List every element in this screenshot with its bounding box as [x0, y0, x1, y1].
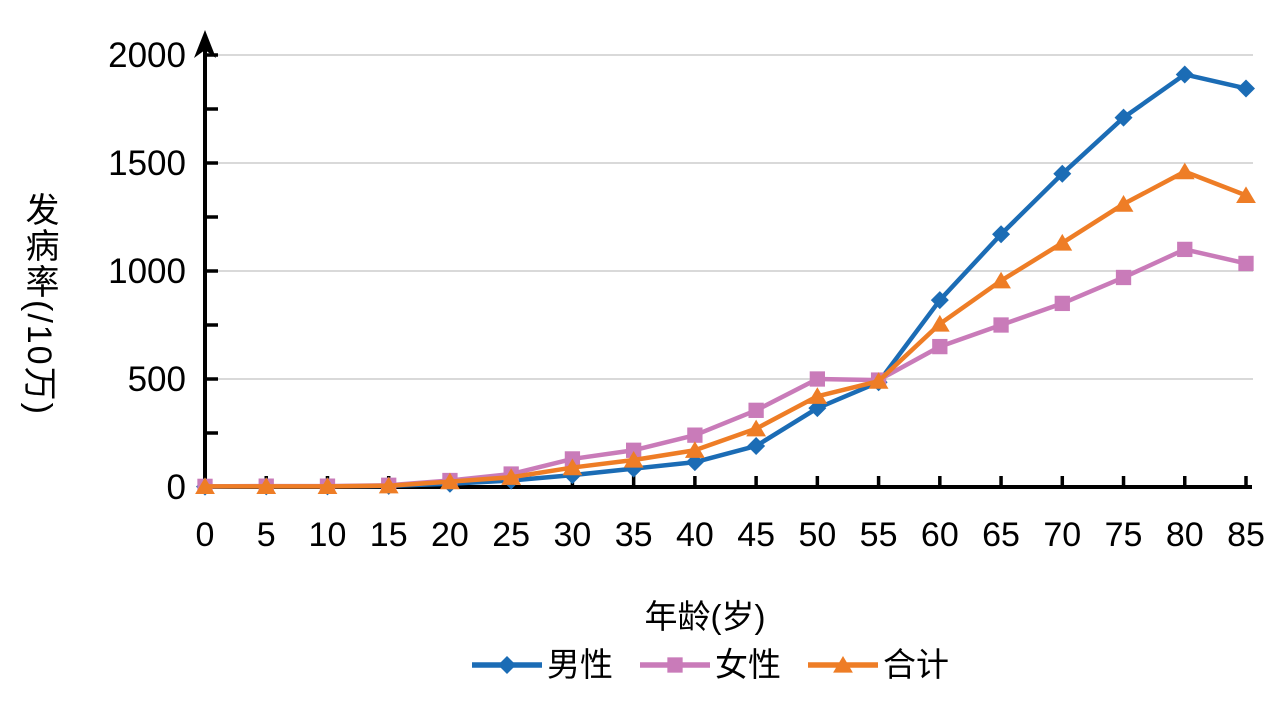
data-point-female	[1177, 241, 1193, 258]
data-point-male	[992, 225, 1011, 244]
data-point-male	[1053, 164, 1072, 183]
x-tick-label: 20	[431, 516, 469, 554]
x-tick-label: 50	[798, 516, 836, 554]
data-point-total	[868, 372, 889, 389]
data-point-total	[1174, 162, 1195, 180]
y-axis-title-unit: (/10万)	[20, 300, 58, 416]
x-tick-label: 45	[737, 516, 775, 554]
x-tick-label: 25	[492, 516, 530, 554]
data-point-male	[1237, 79, 1255, 98]
y-tick-label: 1500	[108, 144, 186, 183]
data-point-total	[1113, 195, 1134, 212]
series-line-total	[202, 169, 1249, 489]
x-tick-label: 70	[1043, 516, 1081, 554]
data-point-total	[317, 477, 338, 495]
data-point-total	[501, 468, 522, 485]
x-tick-label: 55	[860, 516, 898, 554]
y-axis-title-text: 发病率	[20, 192, 58, 300]
data-point-female	[932, 338, 948, 355]
y-tick-label: 2000	[108, 36, 186, 75]
x-tick-label: 65	[982, 516, 1020, 554]
legend-item-female: 女性	[639, 648, 781, 681]
data-point-female	[687, 427, 703, 443]
data-point-female	[1238, 255, 1254, 272]
data-point-female	[809, 371, 826, 387]
legend-item-male: 男性	[471, 648, 613, 681]
series-total	[195, 162, 1256, 495]
data-point-total	[440, 472, 460, 490]
data-point-male	[930, 291, 949, 310]
data-point-female	[1115, 269, 1132, 286]
data-point-female	[748, 402, 764, 418]
y-axis-arrow-icon	[194, 30, 216, 58]
data-point-total	[991, 271, 1011, 289]
x-tick-label: 75	[1105, 516, 1143, 554]
data-point-total	[684, 441, 705, 458]
data-point-female	[1054, 295, 1070, 312]
y-tick-label: 1000	[108, 252, 186, 291]
data-point-total	[378, 476, 399, 494]
x-tick-label: 30	[553, 516, 591, 554]
tick-labels: 0 500 1000 1500 2000 0 5 10 15 20 25 30 35 40 45 50 55 60…	[108, 36, 1265, 554]
legend-label-total: 合计	[883, 646, 949, 683]
y-axis-title: 发病率(/10万)	[20, 192, 58, 432]
data-point-total	[746, 419, 767, 437]
y-tick-label: 0	[167, 468, 186, 507]
x-tick-label: 15	[370, 516, 408, 554]
data-point-male	[1175, 65, 1194, 84]
x-tick-label: 40	[676, 516, 714, 554]
data-point-total	[195, 477, 215, 495]
x-tick-label: 5	[257, 516, 276, 554]
data-point-total	[1052, 233, 1073, 251]
data-point-total	[1236, 186, 1256, 204]
data-point-female	[993, 317, 1009, 333]
x-tick-label: 0	[196, 516, 215, 554]
data-point-total	[256, 477, 277, 495]
triangle-marker-icon	[833, 655, 853, 673]
axes	[194, 30, 1252, 489]
data-point-total	[929, 314, 950, 332]
male-series-marker-icon	[472, 655, 542, 674]
square-marker-icon	[667, 656, 683, 673]
legend-item-total: 合计	[807, 648, 949, 681]
data-point-total	[623, 451, 644, 468]
diamond-marker-icon	[498, 655, 516, 674]
x-tick-label: 35	[615, 516, 653, 554]
data-point-male	[747, 436, 766, 455]
data-point-total	[807, 387, 828, 404]
y-tick-label: 500	[128, 360, 186, 399]
total-series-marker-icon	[808, 655, 878, 673]
x-tick-label: 10	[309, 516, 347, 554]
legend: 男性 女性 合计	[0, 648, 1280, 681]
series-male	[196, 65, 1255, 496]
x-axis-title: 年龄(岁)	[644, 598, 766, 635]
female-series-marker-icon	[640, 656, 710, 673]
x-tick-label: 85	[1227, 516, 1265, 554]
data-point-female	[625, 442, 642, 458]
data-point-total	[562, 458, 583, 476]
legend-label-female: 女性	[715, 646, 781, 683]
x-tick-label: 60	[921, 516, 959, 554]
legend-label-male: 男性	[547, 646, 613, 683]
data-point-male	[1114, 108, 1133, 127]
gridlines	[205, 54, 1253, 380]
series-line-female	[202, 247, 1249, 489]
x-tick-label: 80	[1166, 516, 1204, 554]
